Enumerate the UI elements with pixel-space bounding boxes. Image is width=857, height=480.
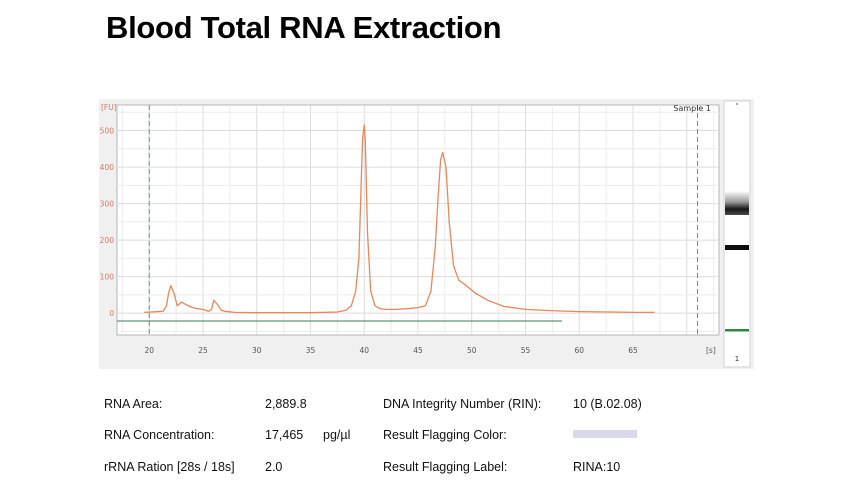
rin-value: 10 (B.02.08): [573, 397, 642, 411]
gel-lane-label: 1: [735, 355, 739, 363]
x-tick-label: 60: [574, 346, 584, 355]
y-tick-label: 500: [100, 127, 115, 136]
x-tick-label: 40: [359, 346, 369, 355]
y-tick-label: 300: [100, 200, 115, 209]
flag-color-label: Result Flagging Color:: [383, 428, 507, 442]
x-tick-labels: 20 25 30 35 40 45 50 55 60 65: [144, 346, 638, 355]
y-tick-labels: 0 100 200 300 400 500: [100, 127, 115, 319]
x-tick-label: 35: [306, 346, 316, 355]
marker-lines: [148, 105, 698, 335]
flag-label-label: Result Flagging Label:: [383, 460, 508, 474]
gel-band-28s: [725, 191, 749, 215]
y-tick-label: 200: [100, 236, 115, 245]
rna-concentration-value: 17,465: [265, 428, 304, 442]
grid: [117, 105, 719, 335]
rrna-ratio-label: rRNA Ration [28s / 18s]: [104, 460, 235, 474]
rna-concentration-label: RNA Concentration:: [104, 428, 215, 442]
rna-area-label: RNA Area:: [104, 397, 163, 411]
rna-area-value: 2,889.8: [265, 397, 307, 411]
gel-lane: [723, 100, 751, 368]
x-axis-label: [s]: [706, 346, 716, 355]
x-tick-label: 20: [144, 346, 154, 355]
y-tick-label: 100: [100, 273, 115, 282]
x-tick-label: 50: [467, 346, 477, 355]
sample-label: Sample 1: [673, 104, 711, 113]
gel-band-18s: [725, 245, 749, 250]
rrna-ratio-value: 2.0: [265, 460, 283, 474]
flag-color-swatch: [573, 430, 637, 438]
series-layer: [143, 124, 655, 314]
x-tick-label: 45: [413, 346, 423, 355]
page-title: Blood Total RNA Extraction: [106, 10, 502, 45]
x-tick-label: 25: [198, 346, 208, 355]
rna-concentration-unit: pg/µl: [323, 428, 351, 442]
series-line: [143, 124, 655, 314]
gel-well: [735, 102, 739, 106]
x-tick-label: 65: [628, 346, 638, 355]
x-tick-label: 30: [252, 346, 262, 355]
y-axis-label: [FU]: [101, 103, 117, 112]
electropherogram-chart: 0 100 200 300 400 500 20 25 30 35 40 45 50 55 60 65 [F…: [99, 99, 754, 369]
y-tick-label: 400: [100, 163, 115, 172]
gel-marker-band: [725, 329, 749, 332]
flag-label-value: RINA:10: [573, 460, 621, 474]
x-tick-label: 55: [521, 346, 531, 355]
y-tick-label: 0: [109, 309, 114, 318]
rin-label: DNA Integrity Number (RIN):: [383, 397, 542, 411]
